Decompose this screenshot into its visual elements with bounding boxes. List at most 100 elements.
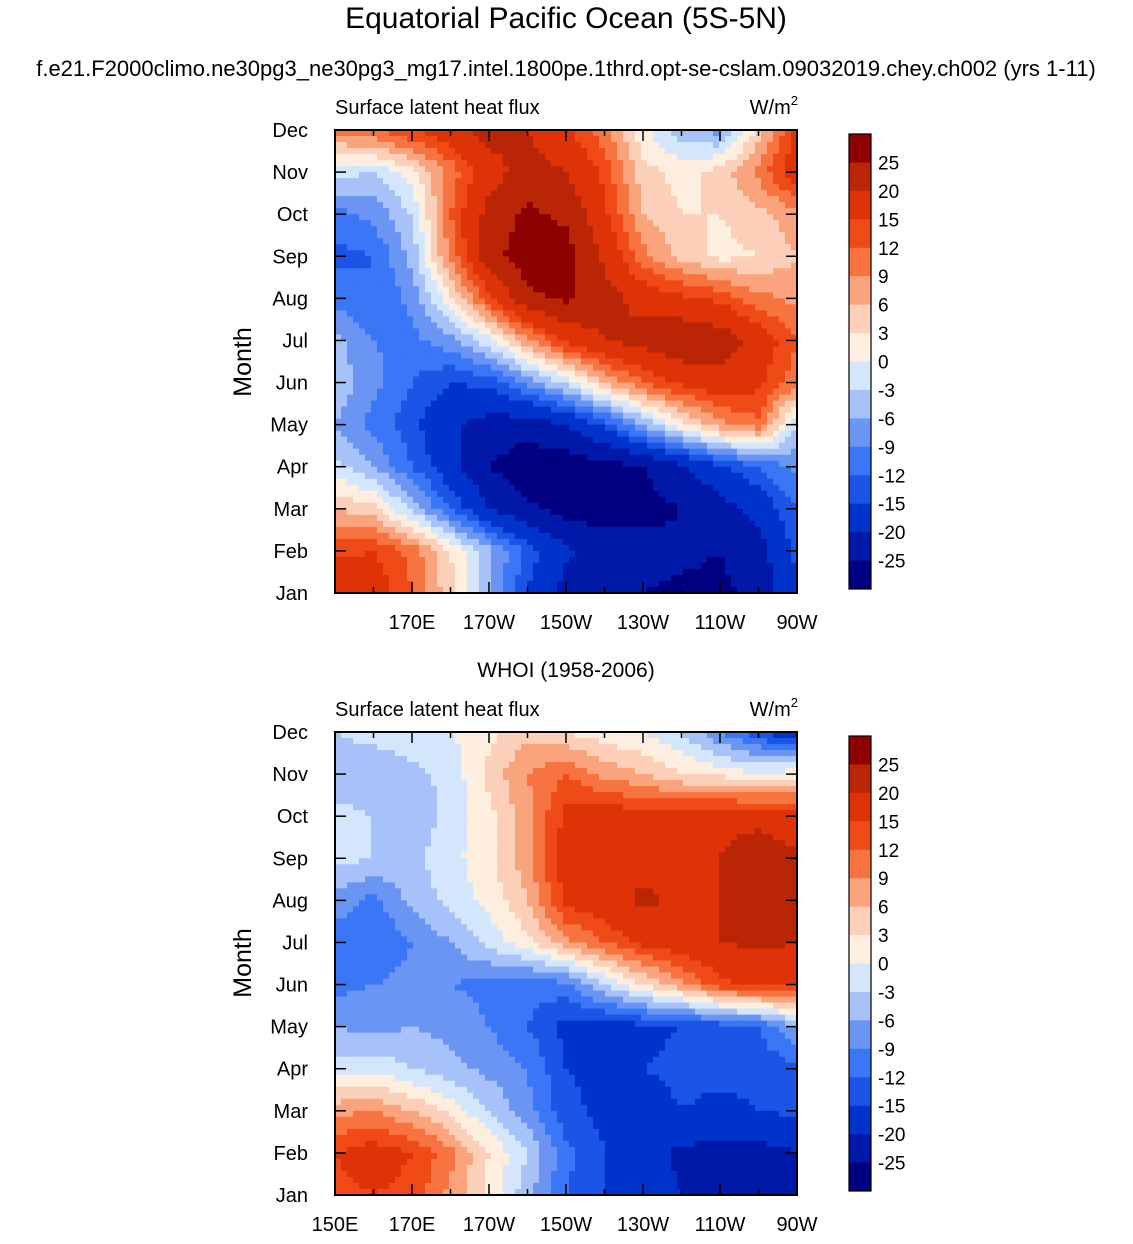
contour-cell <box>737 502 744 510</box>
contour-cell <box>593 400 600 408</box>
contour-cell <box>365 400 372 408</box>
contour-cell <box>599 382 606 390</box>
contour-cell <box>443 484 450 492</box>
contour-cell <box>575 382 582 390</box>
contour-cell <box>503 430 510 438</box>
contour-cell <box>785 208 792 215</box>
contour-cell <box>737 148 744 155</box>
contour-cell <box>347 508 354 516</box>
contour-cell <box>617 274 624 281</box>
contour-cell <box>719 340 726 348</box>
contour-cell <box>749 208 756 215</box>
contour-cell <box>389 172 396 179</box>
contour-cell <box>791 454 798 462</box>
contour-cell <box>335 202 342 209</box>
contour-cell <box>737 154 744 161</box>
contour-cell <box>371 298 378 305</box>
contour-cell <box>581 316 588 324</box>
contour-cell <box>737 238 744 245</box>
contour-cell <box>359 298 366 305</box>
contour-cell <box>491 202 498 209</box>
contour-cell <box>545 490 552 498</box>
contour-cell <box>503 418 510 426</box>
contour-cell <box>527 454 534 462</box>
contour-cell <box>779 388 786 396</box>
contour-cell <box>407 274 414 281</box>
contour-cell <box>629 304 636 311</box>
contour-cell <box>653 418 660 426</box>
contour-cell <box>719 226 726 233</box>
contour-cell <box>365 310 372 317</box>
contour-cell <box>461 466 468 474</box>
contour-cell <box>761 364 768 372</box>
contour-cell <box>719 280 726 287</box>
contour-cell <box>695 478 702 486</box>
contour-cell <box>731 304 738 311</box>
contour-cell <box>701 460 708 468</box>
contour-cell <box>395 508 402 516</box>
contour-cell <box>509 370 516 378</box>
contour-cell <box>383 478 390 486</box>
contour-cell <box>431 190 438 197</box>
contour-cell <box>515 226 522 233</box>
contour-cell <box>365 478 372 486</box>
contour-cell <box>749 352 756 360</box>
contour-cell <box>689 322 696 330</box>
contour-cell <box>527 136 534 143</box>
contour-cell <box>701 334 708 342</box>
contour-cell <box>701 430 708 438</box>
contour-cell <box>713 220 720 227</box>
contour-cell <box>485 472 492 480</box>
contour-cell <box>359 202 366 209</box>
contour-cell <box>683 424 690 432</box>
contour-cell <box>485 424 492 432</box>
contour-cell <box>611 298 618 305</box>
contour-cell <box>527 382 534 390</box>
contour-cell <box>407 136 414 143</box>
contour-cell <box>491 484 498 492</box>
contour-cell <box>611 172 618 179</box>
contour-cell <box>497 232 504 239</box>
contour-cell <box>473 220 480 227</box>
contour-cell <box>503 436 510 444</box>
contour-cell <box>563 226 570 233</box>
contour-cell <box>359 376 366 384</box>
contour-cell <box>401 268 408 275</box>
contour-cell <box>515 136 522 143</box>
contour-cell <box>671 514 678 522</box>
contour-cell <box>539 142 546 149</box>
contour-cell <box>359 460 366 468</box>
contour-cell <box>737 352 744 360</box>
contour-cell <box>725 346 732 354</box>
contour-cell <box>467 442 474 450</box>
contour-cell <box>395 406 402 414</box>
contour-cell <box>791 244 798 251</box>
contour-cell <box>671 208 678 215</box>
contour-cell <box>461 370 468 378</box>
contour-cell <box>347 472 354 480</box>
contour-cell <box>413 232 420 239</box>
contour-cell <box>791 220 798 227</box>
contour-cell <box>527 460 534 468</box>
contour-cell <box>767 172 774 179</box>
contour-cell <box>371 358 378 366</box>
contour-cell <box>347 154 354 161</box>
contour-cell <box>701 388 708 396</box>
contour-cell <box>359 418 366 426</box>
contour-cell <box>647 514 654 522</box>
contour-cell <box>719 316 726 324</box>
contour-cell <box>395 190 402 197</box>
contour-cell <box>539 370 546 378</box>
contour-cell <box>419 172 426 179</box>
contour-cell <box>731 166 738 173</box>
contour-cell <box>791 448 798 456</box>
contour-cell <box>671 142 678 149</box>
contour-cell <box>785 382 792 390</box>
contour-cell <box>437 394 444 402</box>
contour-cell <box>665 160 672 167</box>
contour-cell <box>503 202 510 209</box>
contour-cell <box>575 292 582 299</box>
contour-cell <box>515 352 522 360</box>
contour-cell <box>599 376 606 384</box>
contour-cell <box>689 160 696 167</box>
